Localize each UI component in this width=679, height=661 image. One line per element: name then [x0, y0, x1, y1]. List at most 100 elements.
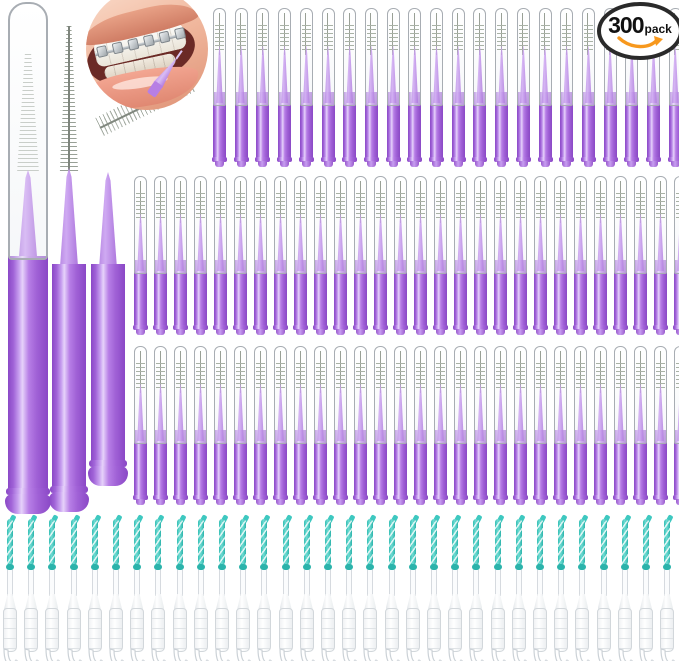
- brush-cap: [614, 176, 627, 274]
- pick-floss-hook: [109, 648, 124, 661]
- brush-bristles: [176, 193, 185, 220]
- pick-handle: [215, 608, 229, 652]
- brush-handle: [674, 260, 679, 327]
- pick-teal-brush: [261, 519, 268, 565]
- brush-handle: [574, 430, 587, 497]
- pick-collar: [48, 564, 57, 570]
- brush-foot: [396, 499, 405, 505]
- brush-foot: [296, 329, 305, 335]
- interdental-brush: [429, 8, 444, 168]
- brush-foot: [216, 329, 225, 335]
- pick-teal-brush: [91, 519, 98, 565]
- pick-collar: [599, 564, 608, 570]
- brush-cap: [374, 176, 387, 274]
- interdental-brush: [173, 346, 188, 506]
- floss-pick: [276, 514, 296, 661]
- brush-foot: [396, 329, 405, 335]
- pick-collar: [493, 564, 502, 570]
- brush-cap: [414, 176, 427, 274]
- floss-pick: [594, 514, 614, 661]
- brush-bristles: [396, 193, 405, 220]
- brush-flange: [233, 325, 248, 330]
- brush-flange: [293, 325, 308, 330]
- brush-foot: [432, 161, 441, 167]
- interdental-brush: [450, 8, 466, 168]
- brush-bristles: [296, 193, 305, 220]
- brush-cap: [594, 176, 607, 274]
- brush-handle: [614, 430, 627, 497]
- brush-foot: [236, 499, 245, 505]
- interdental-brush: [255, 8, 271, 168]
- pick-shoulder: [491, 594, 504, 609]
- brush-flange: [473, 495, 488, 500]
- brush-flange: [673, 325, 679, 330]
- brush-flange: [342, 157, 358, 162]
- brush-handle: [91, 264, 125, 464]
- pick-shoulder: [597, 594, 610, 609]
- pick-teal-brush: [537, 519, 543, 565]
- pick-teal-brush: [367, 519, 374, 565]
- pick-floss-hook: [660, 648, 676, 661]
- brush-handle: [294, 430, 307, 497]
- pick-handle: [575, 608, 590, 652]
- interdental-brush: [133, 176, 148, 336]
- brush-foot: [496, 499, 505, 505]
- brush-cone-tip: [177, 213, 184, 271]
- interdental-brush: [493, 346, 508, 506]
- interdental-brush: [633, 346, 648, 506]
- pick-teal-brush: [49, 519, 56, 565]
- pick-handle: [109, 608, 123, 652]
- brush-bristles: [556, 193, 565, 220]
- braces-bracket: [173, 27, 187, 40]
- interdental-brush: [277, 8, 293, 168]
- brush-cap: [174, 346, 187, 444]
- pick-stem: [473, 570, 480, 596]
- brush-foot-ring: [89, 460, 127, 467]
- brush-cone-tip: [324, 45, 332, 103]
- brush-bristles: [236, 363, 245, 390]
- brush-flange: [133, 495, 148, 500]
- floss-pick: [64, 514, 84, 661]
- brush-bristles: [296, 363, 305, 390]
- brush-foot: [216, 499, 225, 505]
- brush-cone-tip: [197, 383, 204, 441]
- brush-cone-tip: [237, 45, 245, 103]
- interdental-brush: [453, 346, 468, 506]
- braces-usage-inset-photo: [86, 0, 208, 110]
- interdental-brush: [633, 176, 648, 336]
- brush-cap: [534, 176, 547, 274]
- pick-collar: [324, 564, 332, 570]
- brush-bristles: [540, 25, 550, 52]
- brush-cone-tip: [357, 213, 364, 271]
- interdental-brush: [537, 8, 553, 168]
- brush-foot: [49, 492, 89, 512]
- pick-collar: [112, 564, 120, 570]
- pick-floss-hook: [88, 648, 103, 661]
- brush-flange: [633, 325, 648, 330]
- brush-foot: [596, 329, 605, 335]
- brush-handle: [154, 430, 167, 497]
- floss-pick: [572, 514, 592, 661]
- brush-cap: [514, 176, 527, 274]
- brush-bristles: [256, 363, 265, 390]
- brush-cone-tip: [346, 45, 353, 103]
- brush-bristles: [416, 193, 425, 220]
- pick-shoulder: [216, 594, 228, 609]
- brush-bristles: [676, 193, 679, 220]
- brush-cap: [256, 8, 270, 106]
- brush-handle: [354, 260, 367, 327]
- pick-collar: [90, 564, 99, 570]
- brush-handle: [254, 260, 267, 327]
- brush-handle: [434, 260, 447, 327]
- brush-cone-tip: [437, 213, 444, 271]
- pick-collar: [27, 564, 36, 570]
- brush-bristles: [316, 193, 325, 220]
- brush-foot: [196, 499, 205, 505]
- brush-cap: [299, 8, 313, 106]
- brush-flange: [433, 325, 448, 330]
- pick-collar: [196, 564, 205, 570]
- pick-teal-brush: [431, 519, 437, 565]
- interdental-brush: [313, 346, 328, 506]
- interdental-brush: [593, 346, 608, 506]
- brush-flange: [298, 157, 314, 162]
